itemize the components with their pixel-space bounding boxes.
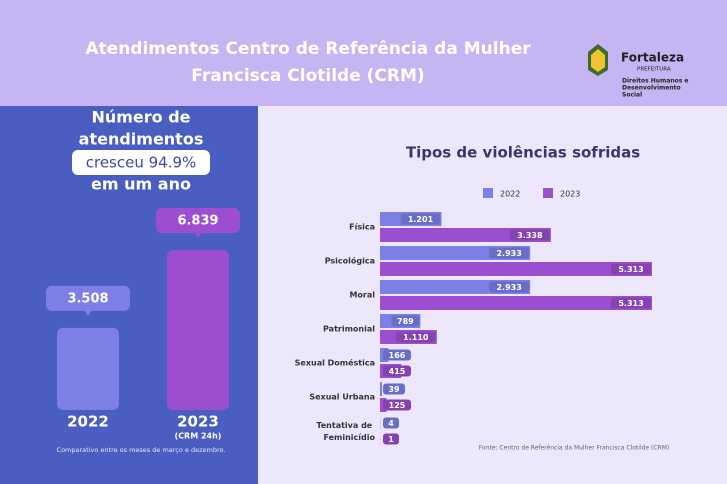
category-note: (CRM 24h) <box>175 432 222 441</box>
value-pill-shade <box>395 331 436 343</box>
category-label-line: Feminicídio <box>323 433 375 442</box>
value-pill <box>489 281 530 293</box>
category-label: 2022 <box>67 413 109 431</box>
value-pill-shade <box>383 365 411 377</box>
value-pill-shade <box>383 349 411 361</box>
value-label: 3.508 <box>67 291 108 306</box>
headline: atendimentos <box>79 130 204 149</box>
value-pill <box>400 213 441 225</box>
value-label: 5.313 <box>618 265 643 274</box>
value-pill <box>611 297 651 309</box>
category-label-line: Tentativa de <box>316 421 375 430</box>
legend-label: 2022 <box>500 190 520 199</box>
value-bubble <box>156 208 240 233</box>
value-label: 6.839 <box>177 214 218 229</box>
value-pill-shade <box>391 315 420 327</box>
value-pill <box>489 247 530 259</box>
value-pill-shade <box>383 433 399 445</box>
value-pill-shade <box>383 383 405 395</box>
value-pill-shade <box>489 247 530 259</box>
value-pill-shade <box>400 213 441 225</box>
footnote: Comparativo entre os meses de março e de… <box>57 446 226 454</box>
value-pill-shade <box>383 417 399 429</box>
value-pill-shade <box>611 297 651 309</box>
category-label: Psicológica <box>325 256 375 266</box>
value-label: 1.110 <box>403 333 429 342</box>
headline: em um ano <box>91 175 191 194</box>
value-pill <box>383 383 405 395</box>
value-label: 166 <box>389 351 406 360</box>
value-pill <box>509 229 550 241</box>
legend-swatch <box>543 188 553 198</box>
value-label: 789 <box>397 317 414 326</box>
value-label: 1 <box>388 435 394 444</box>
category-label: Moral <box>349 291 375 300</box>
headline: Número de <box>91 108 190 127</box>
header-title: Francisca Clotilde (CRM) <box>191 66 424 86</box>
bar <box>380 228 551 242</box>
legend-swatch <box>483 188 493 198</box>
logo-subtitle: PREFEITURA <box>637 67 671 73</box>
chart-title: Tipos de violências sofridas <box>406 144 640 162</box>
source: Fonte: Centro de Referência da Mulher Fr… <box>479 445 670 452</box>
value-pill <box>383 433 399 445</box>
value-pill <box>391 315 420 327</box>
headline-highlight: cresceu 94.9% <box>86 154 197 172</box>
value-label: 125 <box>389 401 406 410</box>
category-label: Tentativa de Feminicídio <box>316 421 375 442</box>
bar <box>380 296 652 310</box>
value-label: 1.201 <box>408 215 434 224</box>
logo-department: Direitos Humanos e <box>622 78 689 85</box>
logo-emblem <box>591 49 605 72</box>
category-label: Patrimonial <box>323 325 375 334</box>
value-pill <box>611 263 651 275</box>
bar <box>57 327 119 410</box>
bar <box>380 262 652 276</box>
value-bubble <box>46 285 130 311</box>
legend-label: 2023 <box>560 190 580 199</box>
logo: Fortaleza PREFEITURA Direitos Humanos e … <box>588 44 689 99</box>
value-label: 39 <box>388 385 400 394</box>
value-pill-shade <box>383 399 411 411</box>
value-label: 4 <box>388 419 394 428</box>
category-label: Sexual Doméstica <box>295 358 375 368</box>
category-label: Sexual Urbana <box>309 393 375 402</box>
header-title: Atendimentos Centro de Referência da Mul… <box>85 39 531 59</box>
value-pill <box>383 399 411 411</box>
value-pill <box>383 417 399 429</box>
value-pill-shade <box>611 263 651 275</box>
value-label: 2.933 <box>496 283 521 292</box>
logo-department: Desenvolvimento <box>622 85 681 92</box>
value-pill-shade <box>509 229 550 241</box>
right-panel <box>258 106 727 484</box>
logo-name: Fortaleza <box>621 51 684 65</box>
category-label: Física <box>349 223 375 232</box>
value-pill-shade <box>489 281 530 293</box>
bar <box>380 382 382 396</box>
value-label: 415 <box>389 367 406 376</box>
value-label: 3.338 <box>517 231 543 240</box>
highlight-box <box>72 150 210 175</box>
value-pill <box>395 331 436 343</box>
value-pill <box>383 365 411 377</box>
value-label: 5.313 <box>618 299 643 308</box>
category-label: 2023 <box>177 413 219 431</box>
value-pill <box>383 349 411 361</box>
value-label: 2.933 <box>496 249 521 258</box>
bar <box>167 250 229 410</box>
logo-department: Social <box>622 92 642 99</box>
